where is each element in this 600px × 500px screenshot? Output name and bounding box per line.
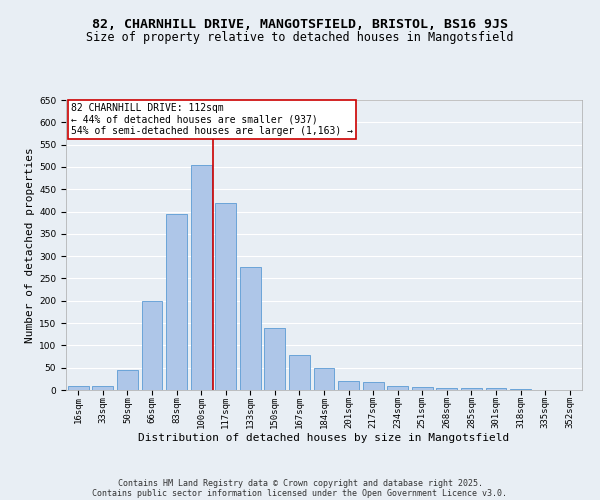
Y-axis label: Number of detached properties: Number of detached properties	[25, 147, 35, 343]
Bar	[338, 381, 359, 390]
Bar	[166, 214, 187, 390]
Bar	[436, 388, 457, 390]
Text: Contains HM Land Registry data © Crown copyright and database right 2025.: Contains HM Land Registry data © Crown c…	[118, 478, 482, 488]
Bar	[362, 382, 383, 390]
Bar	[142, 301, 163, 390]
Bar	[412, 388, 433, 390]
X-axis label: Distribution of detached houses by size in Mangotsfield: Distribution of detached houses by size …	[139, 432, 509, 442]
Bar	[265, 328, 286, 390]
Bar	[289, 355, 310, 390]
Text: 82, CHARNHILL DRIVE, MANGOTSFIELD, BRISTOL, BS16 9JS: 82, CHARNHILL DRIVE, MANGOTSFIELD, BRIST…	[92, 18, 508, 30]
Bar	[215, 202, 236, 390]
Bar	[387, 386, 408, 390]
Bar	[68, 386, 89, 390]
Text: 82 CHARNHILL DRIVE: 112sqm
← 44% of detached houses are smaller (937)
54% of sem: 82 CHARNHILL DRIVE: 112sqm ← 44% of deta…	[71, 103, 353, 136]
Bar	[117, 370, 138, 390]
Bar	[461, 388, 482, 390]
Bar	[92, 386, 113, 390]
Text: Contains public sector information licensed under the Open Government Licence v3: Contains public sector information licen…	[92, 488, 508, 498]
Bar	[485, 388, 506, 390]
Bar	[510, 389, 531, 390]
Text: Size of property relative to detached houses in Mangotsfield: Size of property relative to detached ho…	[86, 31, 514, 44]
Bar	[191, 164, 212, 390]
Bar	[240, 268, 261, 390]
Bar	[314, 368, 334, 390]
